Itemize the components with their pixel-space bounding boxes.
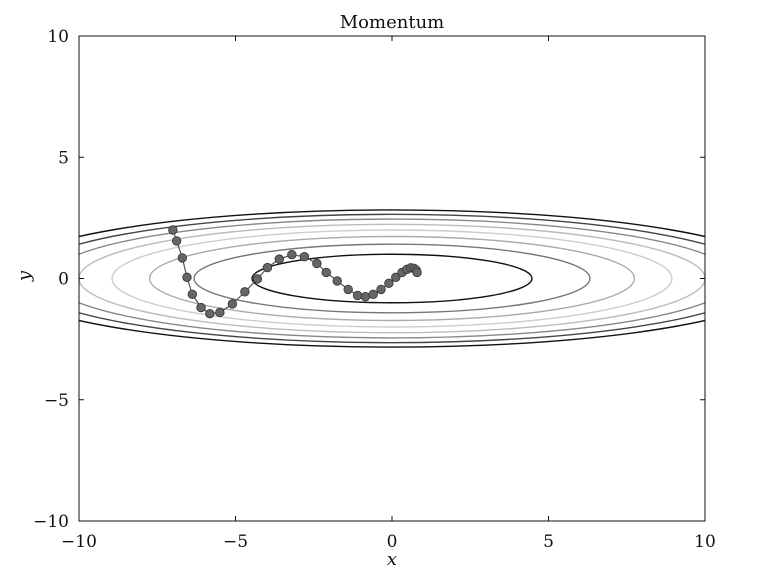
trajectory-point — [391, 272, 401, 282]
y-axis-label: y — [14, 270, 35, 282]
trajectory-point — [171, 236, 182, 246]
trajectory-point — [196, 302, 206, 313]
trajectory-point — [252, 274, 263, 284]
trajectory-point — [360, 291, 371, 302]
trajectory-point — [215, 307, 225, 318]
trajectory-point — [182, 272, 192, 282]
trajectory-point — [205, 308, 215, 319]
x-tick-label: 10 — [694, 532, 716, 552]
contour-level-5 — [79, 223, 705, 334]
x-tick-label: 0 — [387, 532, 398, 552]
trajectory-point — [384, 278, 394, 289]
contour-level-1 — [251, 253, 533, 304]
trajectory-point — [321, 267, 331, 278]
trajectory-point — [332, 276, 342, 286]
chart-title: Momentum — [340, 12, 444, 33]
y-tick-label: −10 — [33, 512, 69, 532]
trajectory-point — [187, 289, 198, 299]
x-tick-label: −5 — [223, 532, 248, 552]
trajectory-point — [274, 254, 285, 264]
x-tick-label: −10 — [61, 532, 97, 552]
contour-level-3 — [148, 235, 636, 322]
trajectory-point — [376, 284, 386, 295]
trajectory-point — [227, 299, 238, 309]
contour-level-8 — [79, 209, 705, 348]
trajectory-point — [312, 258, 322, 269]
trajectory-point — [177, 253, 187, 263]
trajectory-point — [368, 289, 378, 299]
y-tick-label: 0 — [58, 270, 69, 290]
trajectory-point — [352, 290, 363, 301]
y-tick-label: −5 — [44, 391, 69, 411]
x-axis-label: x — [387, 549, 397, 566]
x-tick-label: 5 — [543, 532, 554, 552]
contour-level-4 — [111, 229, 673, 328]
trajectory-point — [299, 251, 310, 262]
trajectory-point — [240, 287, 250, 297]
trajectory-point — [412, 267, 422, 278]
y-tick-label: 10 — [47, 27, 69, 47]
axis-ticks: −10 −5 0 5 10 −10 −5 0 5 10 — [33, 27, 716, 552]
optimizer-trajectory — [168, 225, 422, 319]
contour-lines — [79, 209, 705, 348]
trajectory-point — [168, 225, 178, 235]
contour-level-2 — [193, 243, 591, 314]
contour-level-7 — [79, 213, 705, 344]
contour-level-6 — [79, 218, 705, 339]
trajectory-line — [172, 229, 418, 315]
trajectory-point — [287, 250, 297, 260]
trajectory-point — [343, 284, 353, 295]
y-tick-label: 5 — [58, 148, 69, 168]
trajectory-point — [262, 262, 273, 273]
